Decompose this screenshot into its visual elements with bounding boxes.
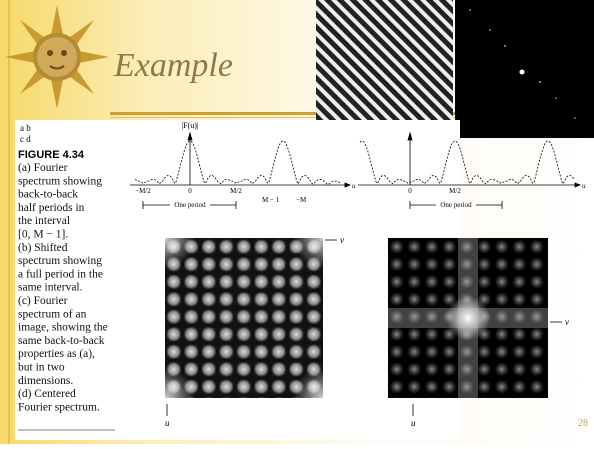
striped-image xyxy=(316,0,453,138)
tick-label: −M/2 xyxy=(135,187,151,195)
caption-line: (d) Centered xyxy=(18,388,76,400)
image-d xyxy=(388,238,548,398)
figure-label: FIGURE 4.34 xyxy=(18,149,85,161)
period-label: One period xyxy=(174,201,206,209)
x-label: u xyxy=(352,182,356,190)
caption-line: same back-to-back xyxy=(18,335,105,347)
axis-label: v xyxy=(565,317,569,327)
axis-label: u xyxy=(411,418,416,428)
tick-label: M/2 xyxy=(449,187,461,195)
panel-labels: c d xyxy=(20,134,31,144)
tick-label: 0 xyxy=(188,187,192,195)
caption-line: back-to-back xyxy=(18,189,78,201)
caption-line: half periods in xyxy=(18,202,85,214)
spectrum-image xyxy=(455,0,594,138)
caption-line: but in two xyxy=(18,362,65,374)
period-label: One period xyxy=(440,201,472,209)
caption-line: (b) Shifted xyxy=(18,242,68,254)
sun-icon xyxy=(5,5,109,109)
caption-line: properties as (a), xyxy=(18,348,95,360)
caption-line: (a) Fourier xyxy=(18,162,68,174)
axis-label: v xyxy=(340,235,344,245)
x-label: u xyxy=(582,182,586,190)
slide-title: Example xyxy=(113,47,233,84)
image-c xyxy=(135,208,353,428)
annotation: M − 1 xyxy=(262,196,280,204)
annotation: −M xyxy=(296,196,307,204)
page: {"slide": {"title": "Example", "page_num… xyxy=(0,0,594,444)
caption-line: spectrum of an xyxy=(18,308,87,320)
tick-label: 0 xyxy=(408,187,412,195)
caption-line: spectrum showing xyxy=(18,255,102,267)
caption-line: (c) Fourier xyxy=(18,295,68,307)
caption-line: the interval xyxy=(18,215,70,227)
axis-label: u xyxy=(165,418,170,428)
caption-line: [0, M − 1]. xyxy=(18,229,68,241)
page-number: 28 xyxy=(578,418,588,429)
panel-labels: a b xyxy=(20,123,31,133)
y-label: |F(u)| xyxy=(182,121,199,130)
caption-line: image, showing the xyxy=(18,322,108,334)
caption-line: spectrum showing xyxy=(18,175,102,187)
tick-label: M/2 xyxy=(230,187,242,195)
caption-line: same interval. xyxy=(18,282,83,294)
caption-line: Fourier spectrum. xyxy=(18,401,100,413)
slide: Example a b c d FIGURE 4.34 (a) Fouriers… xyxy=(0,0,594,444)
caption-line: dimensions. xyxy=(18,375,73,387)
side-line xyxy=(8,0,10,444)
caption-line: a full period in the xyxy=(18,268,103,280)
